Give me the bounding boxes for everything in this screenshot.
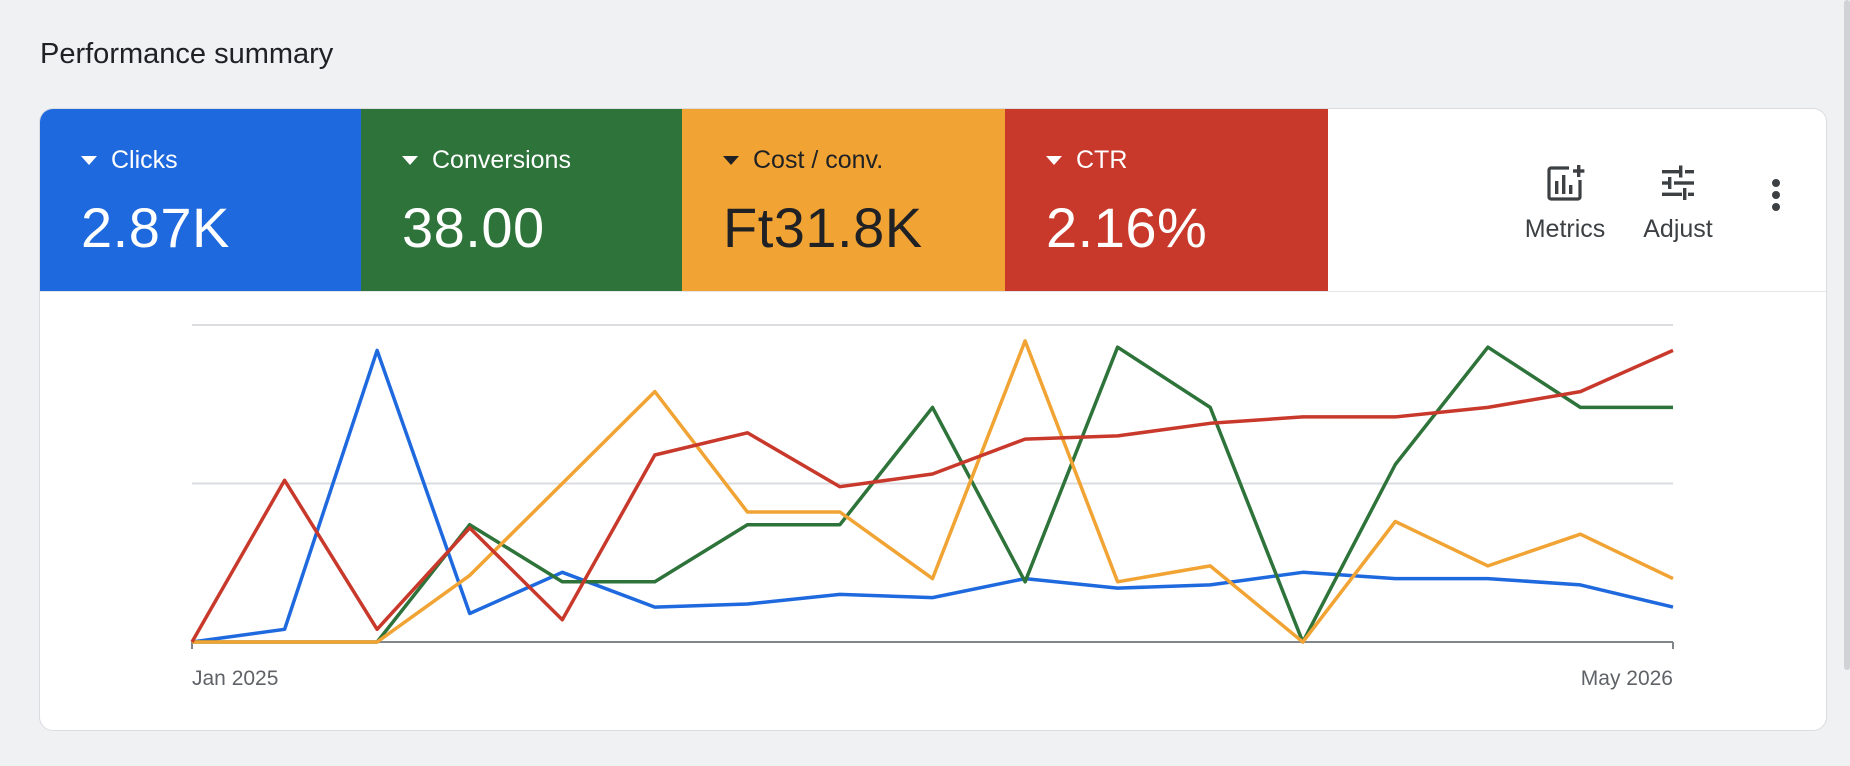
tune-icon (1658, 163, 1698, 203)
metric-label: Conversions (432, 145, 571, 174)
performance-summary-card: Clicks 2.87K Conversions 38.00 Cost / co… (39, 108, 1827, 731)
series-line-ctr[interactable] (190, 348, 1674, 643)
add-chart-icon (1545, 163, 1585, 203)
x-axis-end-label: May 2026 (1581, 667, 1673, 690)
metric-tile-clicks[interactable]: Clicks 2.87K (40, 109, 361, 291)
x-axis-start-label: Jan 2025 (192, 667, 278, 690)
metrics-button[interactable]: Metrics (1480, 163, 1650, 244)
adjust-button-label: Adjust (1643, 215, 1713, 243)
metric-value: Ft31.8K (723, 196, 923, 259)
metric-value: 2.16% (1046, 196, 1208, 259)
metric-label: Clicks (111, 145, 178, 174)
caret-down-icon[interactable] (402, 155, 418, 165)
header-divider (40, 291, 1826, 292)
scrollbar[interactable] (1844, 0, 1850, 670)
metric-value: 2.87K (81, 196, 230, 259)
metric-tile-conversions[interactable]: Conversions 38.00 (361, 109, 682, 291)
metric-tiles: Clicks 2.87K Conversions 38.00 Cost / co… (40, 109, 1328, 291)
series-line-cost-conv[interactable] (192, 339, 1674, 644)
metric-tile-ctr[interactable]: CTR 2.16% (1005, 109, 1328, 291)
metric-label-row: CTR (1046, 145, 1328, 175)
metric-label: Cost / conv. (753, 145, 884, 174)
metric-label-row: Conversions (402, 145, 682, 175)
metric-label: CTR (1076, 145, 1128, 174)
metrics-button-label: Metrics (1524, 215, 1606, 243)
metric-value: 38.00 (402, 196, 545, 259)
caret-down-icon[interactable] (1046, 155, 1062, 165)
caret-down-icon[interactable] (81, 155, 97, 165)
more-vert-icon[interactable] (1761, 179, 1791, 239)
page-title: Performance summary (40, 38, 334, 70)
metric-label-row: Cost / conv. (723, 145, 1005, 175)
adjust-button[interactable]: Adjust (1618, 163, 1738, 244)
performance-chart: Jan 2025 May 2026 (40, 292, 1826, 730)
metric-label-row: Clicks (81, 145, 361, 175)
series-line-clicks[interactable] (191, 348, 1674, 644)
line-chart: Jan 2025 May 2026 (190, 324, 1674, 690)
caret-down-icon[interactable] (723, 155, 739, 165)
metric-tile-cost-per-conv[interactable]: Cost / conv. Ft31.8K (682, 109, 1005, 291)
